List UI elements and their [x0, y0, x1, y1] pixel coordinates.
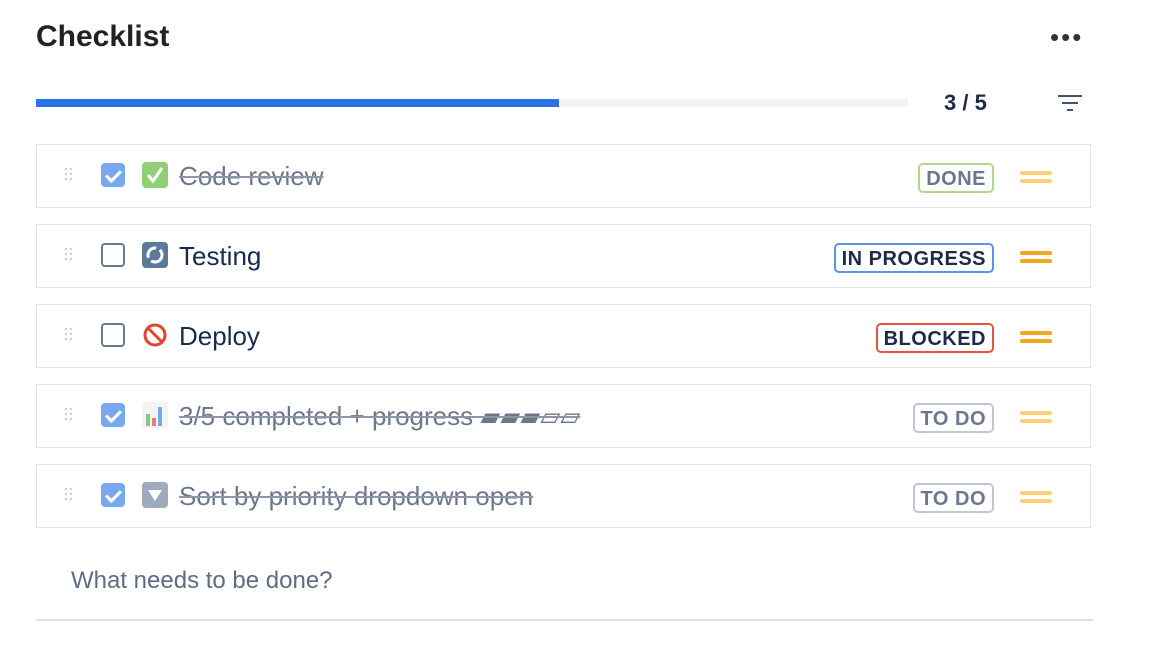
status-badge[interactable]: DONE [918, 163, 994, 193]
input-underline [36, 619, 1093, 621]
checklist-item[interactable]: Testing IN PROGRESS [36, 224, 1091, 288]
checklist-item[interactable]: Code review DONE [36, 144, 1091, 208]
item-label[interactable]: Deploy [179, 321, 260, 351]
priority-medium-icon[interactable] [1020, 408, 1052, 424]
drag-handle-icon[interactable] [65, 328, 73, 344]
progress-count: 3 / 5 [944, 90, 987, 115]
item-checkbox[interactable] [101, 483, 125, 507]
priority-medium-icon[interactable] [1020, 488, 1052, 504]
checklist-item[interactable]: 3/5 completed + progress ▰▰▰▱▱ TO DO [36, 384, 1091, 448]
status-badge[interactable]: IN PROGRESS [833, 243, 994, 273]
drag-handle-icon[interactable] [65, 248, 73, 264]
progress-bar-fill [36, 99, 560, 107]
checklist-item[interactable]: Deploy BLOCKED [36, 304, 1091, 368]
filter-icon[interactable] [1058, 94, 1082, 112]
arrows-counterclockwise-icon [142, 242, 168, 268]
item-label[interactable]: 3/5 completed + progress ▰▰▰▱▱ [179, 401, 581, 431]
status-badge[interactable]: TO DO [912, 483, 994, 513]
drag-handle-icon[interactable] [65, 168, 73, 184]
progress-bar [36, 99, 908, 107]
item-checkbox[interactable] [101, 323, 125, 347]
bar-chart-icon [142, 402, 168, 428]
item-checkbox[interactable] [101, 243, 125, 267]
no-entry-sign-icon [142, 322, 168, 348]
checklist-title: Checklist [36, 20, 170, 53]
item-checkbox[interactable] [101, 403, 125, 427]
priority-medium-icon[interactable] [1020, 328, 1052, 344]
status-badge[interactable]: TO DO [912, 403, 994, 433]
item-label[interactable]: Testing [179, 241, 262, 271]
priority-medium-icon[interactable] [1020, 168, 1052, 184]
item-label[interactable]: Sort by priority dropdown open [179, 481, 534, 511]
priority-medium-icon[interactable] [1020, 248, 1052, 264]
drag-handle-icon[interactable] [65, 488, 73, 504]
arrow-down-small-icon [142, 482, 168, 508]
item-label[interactable]: Code review [179, 161, 324, 191]
drag-handle-icon[interactable] [65, 408, 73, 424]
status-badge[interactable]: BLOCKED [875, 323, 994, 353]
more-horizontal-icon[interactable]: ••• [1050, 22, 1084, 52]
new-item-input[interactable] [69, 566, 1073, 596]
checklist-item[interactable]: Sort by priority dropdown open TO DO [36, 464, 1091, 528]
white-check-mark-icon [142, 162, 168, 188]
item-checkbox[interactable] [101, 163, 125, 187]
